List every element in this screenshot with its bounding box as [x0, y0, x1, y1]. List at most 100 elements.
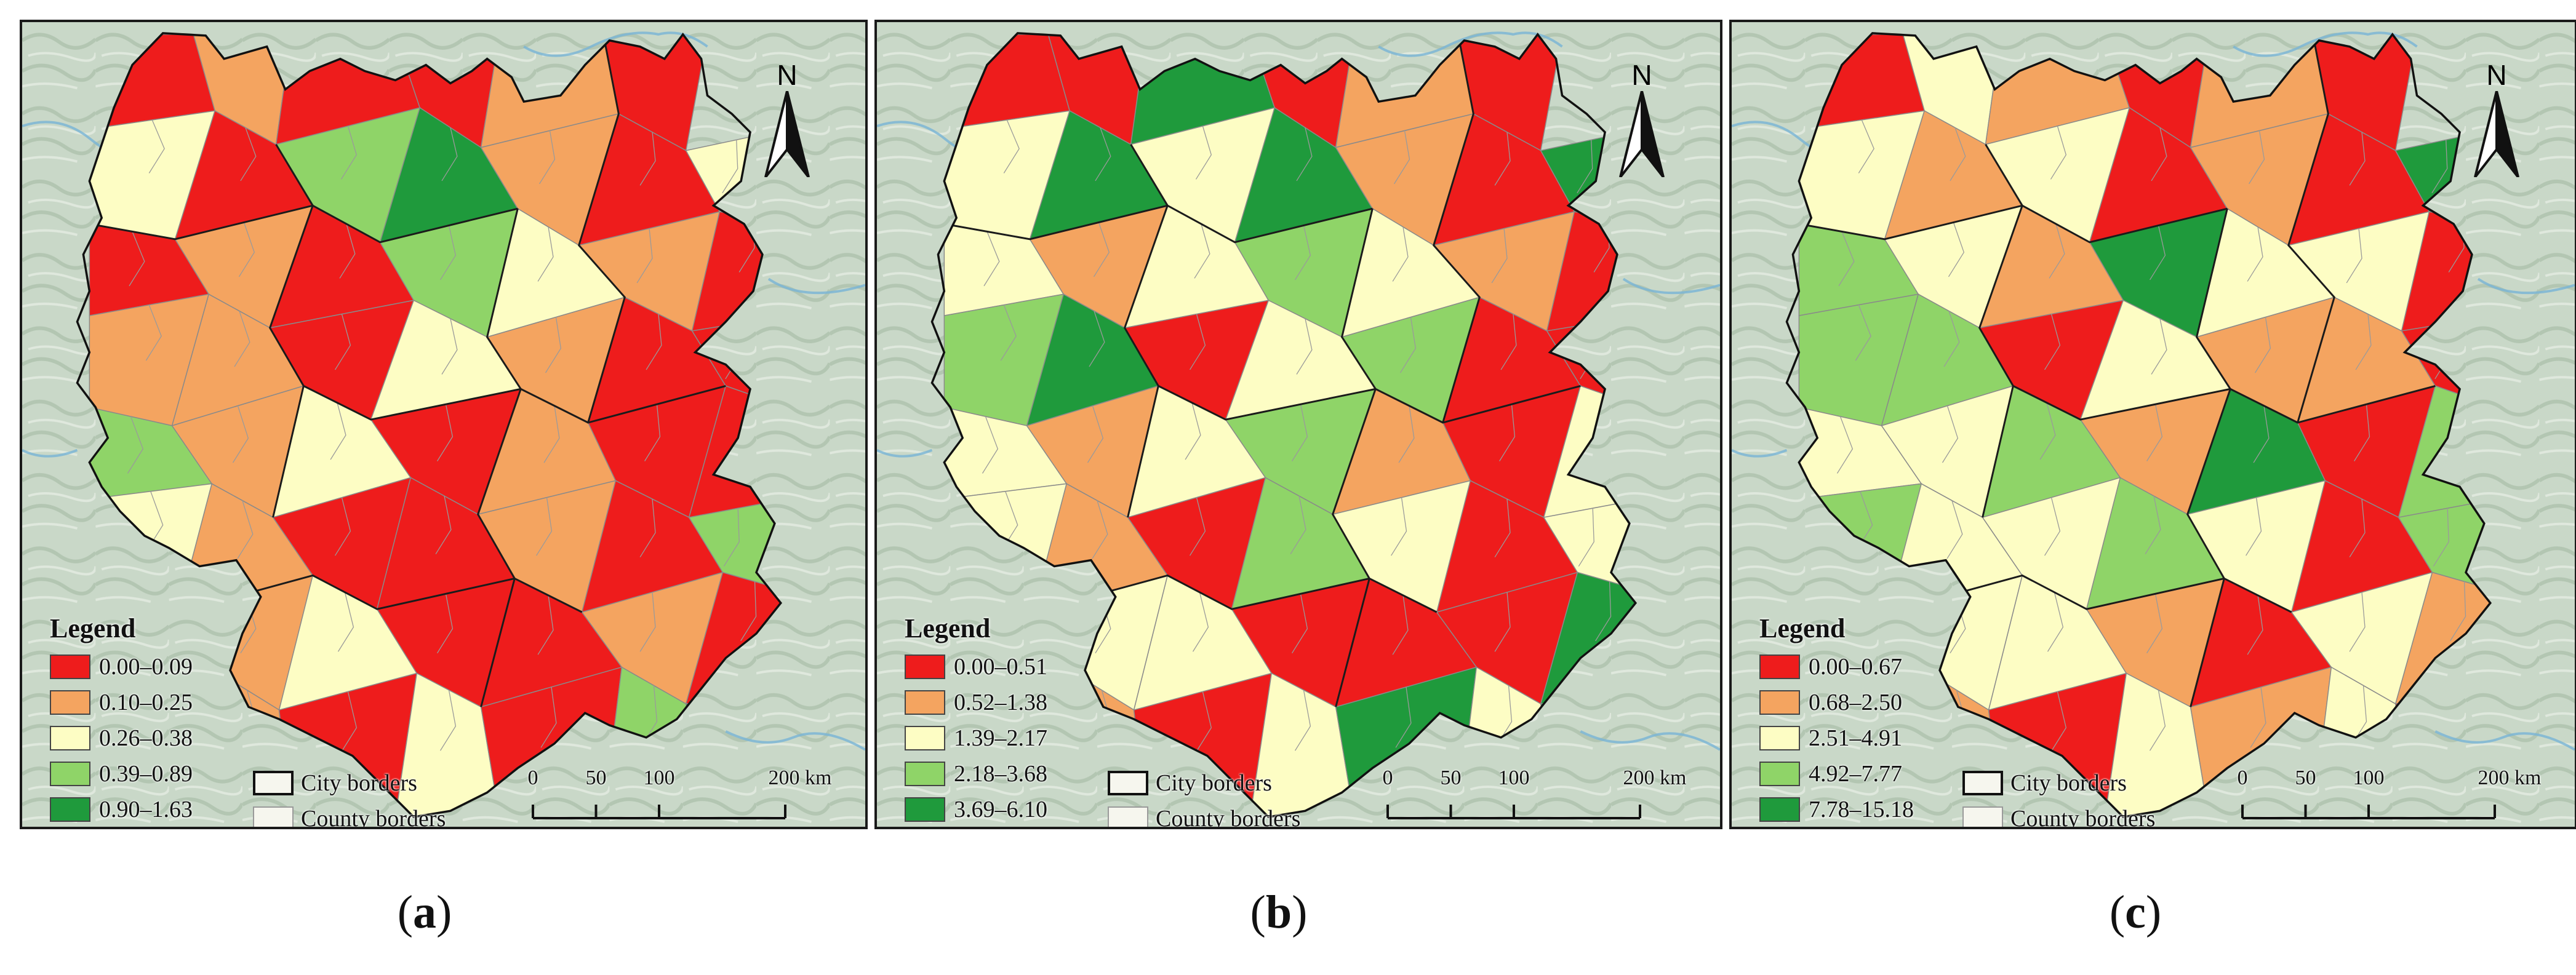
- county-border-swatch: [1962, 806, 2003, 827]
- choropleth-map: [877, 22, 1720, 827]
- legend-label: 3.69–6.10: [954, 797, 1047, 822]
- scale-tick-label: 100: [2353, 766, 2385, 789]
- north-arrow-icon: [2474, 90, 2519, 178]
- scale-tick-label: 0: [527, 766, 538, 789]
- scale-tick-label: 50: [585, 766, 607, 789]
- province-outline: [76, 32, 783, 818]
- legend-item: 2.51–4.91: [1759, 720, 1962, 756]
- north-label: N: [1631, 59, 1652, 91]
- legend-item: 0.52–1.38: [905, 685, 1108, 720]
- legend-swatch: [1759, 797, 1800, 822]
- county-borders-item: County borders: [253, 801, 446, 829]
- city-border-swatch: [253, 771, 294, 795]
- legend-swatch: [905, 762, 945, 786]
- city-borders: [1799, 34, 2436, 707]
- caption-close: ): [1292, 886, 1308, 938]
- city-borders-item: City borders: [253, 765, 446, 801]
- scale-tick-label: 200 km: [768, 766, 832, 789]
- county-borders-item: County borders: [1962, 801, 2155, 827]
- legend-swatch: [50, 726, 90, 750]
- legend-label: 0.26–0.38: [99, 725, 193, 751]
- legend-label: 4.92–7.77: [1809, 761, 1902, 787]
- legend-label: 0.68–2.50: [1809, 690, 1902, 715]
- legend-swatch: [1759, 655, 1800, 679]
- choropleth-map: [22, 22, 865, 827]
- province-outline: [930, 32, 1638, 818]
- legend-swatch: [905, 797, 945, 822]
- city-borders-item: City borders: [1962, 765, 2155, 801]
- legend-swatch: [905, 690, 945, 715]
- county-borders-label: County borders: [301, 806, 446, 829]
- city-border-swatch: [1108, 771, 1148, 795]
- panel-caption: (a): [398, 886, 452, 939]
- city-borders-label: City borders: [301, 770, 417, 796]
- county-border-swatch: [1108, 806, 1148, 827]
- legend-item: 0.00–0.51: [905, 649, 1108, 685]
- legend-item: 0.68–2.50: [1759, 685, 1962, 720]
- legend-title: Legend: [905, 613, 991, 643]
- county-borders-label: County borders: [1156, 806, 1301, 829]
- legend-item: 7.78–15.18: [1759, 792, 1962, 827]
- north-arrow: N: [1608, 59, 1676, 182]
- legend-swatch: [50, 690, 90, 715]
- county-region: [2104, 672, 2210, 818]
- legend-swatch: [1759, 726, 1800, 750]
- legend-label: 0.10–0.25: [99, 690, 193, 715]
- legend-item: 0.90–1.63: [50, 792, 253, 827]
- legend-item: 3.69–6.10: [905, 792, 1108, 827]
- legend: Legend 0.00–0.67 0.68–2.50 2.51–4.91 4.92–7.…: [1759, 613, 1962, 827]
- legend-item: 0.10–0.25: [50, 685, 253, 720]
- legend-label: 0.00–0.09: [99, 654, 193, 680]
- scale-bar-line: [2241, 805, 2496, 819]
- border-legend: City borders County borders: [1962, 765, 2155, 827]
- caption-close: ): [436, 886, 452, 938]
- city-borders: [944, 34, 1581, 707]
- legend-item: 0.39–0.89: [50, 756, 253, 792]
- legend-item: 4.92–7.77: [1759, 756, 1962, 792]
- province-outline: [1785, 32, 2492, 818]
- legend-label: 0.52–1.38: [954, 690, 1047, 715]
- legend-swatch: [905, 726, 945, 750]
- city-borders-item: City borders: [1108, 765, 1300, 801]
- city-border-swatch: [1962, 771, 2003, 795]
- map-panel-b: N Legend 0.00–0.51 0.52–1.38 1.39–2.17 2.18–3…: [874, 20, 1722, 829]
- scale-bar: 0 50 100 200 km: [528, 766, 831, 827]
- caption-open: (: [1250, 886, 1266, 938]
- scale-bar-line: [532, 805, 786, 819]
- county-region: [1249, 672, 1355, 818]
- legend-item: 0.00–0.67: [1759, 649, 1962, 685]
- map-panel-c: N Legend 0.00–0.67 0.68–2.50 2.51–4.91 4.92–7…: [1729, 20, 2576, 829]
- legend-label: 1.39–2.17: [954, 725, 1047, 751]
- caption-open: (: [397, 886, 413, 938]
- county-borders-item: County borders: [1108, 801, 1301, 829]
- city-borders: [89, 34, 726, 707]
- scale-tick-label: 50: [1440, 766, 1462, 789]
- caption-close: ): [2145, 886, 2162, 938]
- scale-bar-line: [1386, 805, 1641, 819]
- north-arrow-icon: [1619, 90, 1665, 178]
- legend-swatch: [905, 655, 945, 679]
- map-panel-a: N Legend 0.00–0.09 0.10–0.25 0.26–0.38 0.39–0…: [20, 20, 868, 829]
- caption-letter: a: [413, 886, 436, 938]
- scale-tick-label: 200 km: [2478, 766, 2542, 789]
- north-arrow-icon: [764, 90, 810, 178]
- scale-bar: 0 50 100 200 km: [1383, 766, 1686, 827]
- legend-swatch: [1759, 690, 1800, 715]
- scale-bar: 0 50 100 200 km: [2238, 766, 2541, 827]
- border-legend: City borders County borders: [253, 765, 446, 829]
- legend-label: 2.51–4.91: [1809, 725, 1902, 751]
- choropleth-map: [1732, 22, 2575, 827]
- panel-caption: (b): [1250, 886, 1308, 939]
- caption-letter: b: [1265, 886, 1292, 938]
- legend-swatch: [1759, 762, 1800, 786]
- panel-caption: (c): [2110, 886, 2161, 939]
- legend-label: 2.18–3.68: [954, 761, 1047, 787]
- border-legend: City borders County borders: [1108, 765, 1301, 829]
- north-label: N: [2486, 59, 2507, 91]
- city-borders-label: City borders: [2010, 770, 2127, 796]
- county-region: [394, 672, 500, 818]
- north-arrow: N: [2463, 59, 2530, 182]
- scale-tick-label: 100: [1498, 766, 1530, 789]
- scale-tick-label: 200 km: [1623, 766, 1687, 789]
- legend: Legend 0.00–0.51 0.52–1.38 1.39–2.17 2.18–3.…: [905, 613, 1108, 827]
